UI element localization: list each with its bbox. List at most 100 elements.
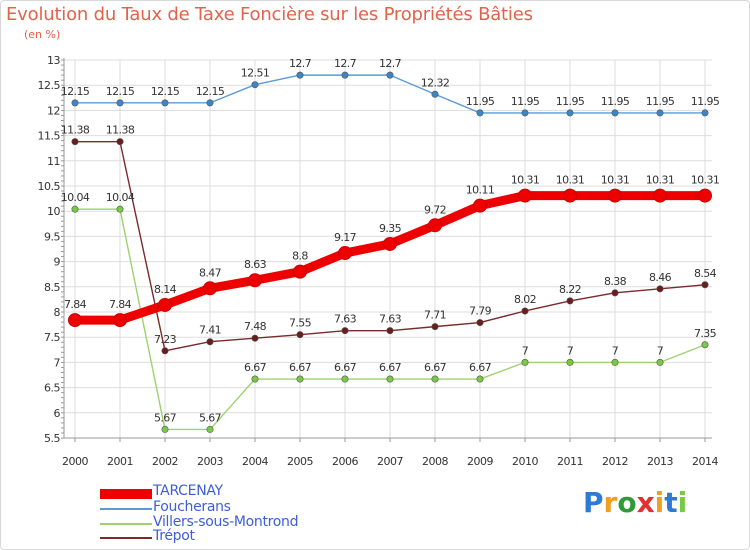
- data-label: 8.02: [514, 293, 536, 306]
- legend-label: Villers-sous-Montrond: [153, 514, 299, 530]
- data-point: [566, 358, 574, 366]
- data-point: [161, 425, 169, 433]
- data-label: 10.11: [466, 184, 495, 197]
- y-tick-label: 13: [47, 54, 60, 67]
- y-tick-label: 5.5: [44, 432, 60, 445]
- data-point: [611, 358, 619, 366]
- data-label: 7: [567, 344, 574, 357]
- x-tick-label: 2005: [287, 455, 313, 468]
- data-point: [161, 99, 169, 107]
- data-point: [611, 109, 619, 117]
- legend-swatch: [100, 537, 152, 539]
- data-label: 12.15: [196, 85, 225, 98]
- logo-letter: i: [654, 486, 665, 519]
- data-point: [341, 71, 349, 79]
- data-point: [116, 99, 124, 107]
- data-point: [656, 285, 664, 293]
- data-label: 10.31: [601, 174, 630, 187]
- legend-swatch: [100, 523, 152, 525]
- data-label: 8.22: [559, 283, 581, 296]
- x-tick-label: 2007: [377, 455, 403, 468]
- y-tick-label: 10: [47, 205, 60, 218]
- x-tick-label: 2000: [62, 455, 88, 468]
- data-label: 8.47: [199, 266, 222, 279]
- data-label: 12.7: [334, 57, 357, 70]
- y-tick-label: 8.5: [44, 281, 60, 294]
- x-tick-label: 2001: [107, 455, 133, 468]
- data-label: 8.46: [649, 271, 672, 284]
- data-point: [431, 90, 439, 98]
- data-label: 7.23: [154, 333, 177, 346]
- y-tick-label: 7: [54, 356, 61, 369]
- y-tick-label: 11: [47, 155, 60, 168]
- logo-letter: t: [664, 486, 678, 519]
- data-label: 7: [657, 344, 664, 357]
- y-tick-label: 6: [54, 407, 61, 420]
- data-label: 9.72: [424, 203, 446, 216]
- data-label: 12.7: [289, 57, 312, 70]
- data-label: 10.31: [646, 174, 675, 187]
- data-point: [341, 375, 349, 383]
- data-label: 7.55: [289, 317, 312, 330]
- data-point: [116, 205, 124, 213]
- data-point: [566, 297, 574, 305]
- data-point: [206, 338, 214, 346]
- data-label: 12.15: [106, 85, 135, 98]
- data-point: [653, 188, 667, 203]
- data-point: [521, 109, 529, 117]
- data-label: 7.84: [109, 298, 132, 311]
- data-label: 7.63: [379, 313, 402, 326]
- data-point: [248, 273, 262, 288]
- data-label: 8.14: [154, 283, 177, 296]
- y-tick-label: 12.5: [38, 79, 61, 92]
- data-point: [158, 297, 172, 312]
- data-label: 11.95: [466, 95, 495, 108]
- x-tick-label: 2013: [647, 455, 673, 468]
- data-point: [428, 218, 442, 233]
- data-label: 9.17: [334, 231, 357, 244]
- legend-swatch: [100, 489, 152, 499]
- legend-label: TARCENAY: [153, 483, 223, 499]
- data-point: [431, 375, 439, 383]
- data-label: 7.35: [694, 327, 717, 340]
- logo-letter: P: [583, 486, 604, 519]
- proxiti-logo: Proxiti: [583, 486, 687, 519]
- logo-letter: r: [603, 486, 618, 519]
- data-point: [296, 71, 304, 79]
- data-point: [611, 289, 619, 297]
- x-tick-label: 2008: [422, 455, 448, 468]
- x-tick-label: 2002: [152, 455, 178, 468]
- data-point: [476, 109, 484, 117]
- chart-title: Evolution du Taux de Taxe Foncière sur l…: [6, 4, 533, 25]
- data-point: [296, 375, 304, 383]
- data-label: 11.95: [556, 95, 585, 108]
- y-tick-label: 9: [54, 256, 61, 269]
- logo-letter: x: [636, 486, 655, 519]
- legend-swatch: [100, 508, 152, 510]
- data-point: [206, 425, 214, 433]
- data-point: [386, 327, 394, 335]
- data-point: [116, 138, 124, 146]
- data-label: 11.95: [511, 95, 540, 108]
- data-label: 7.71: [424, 309, 446, 322]
- data-label: 7: [522, 344, 529, 357]
- data-label: 7: [612, 344, 619, 357]
- data-label: 11.95: [691, 95, 720, 108]
- data-point: [71, 138, 79, 146]
- data-label: 10.31: [691, 174, 720, 187]
- data-label: 7.41: [199, 324, 221, 337]
- data-point: [656, 358, 664, 366]
- data-point: [521, 307, 529, 315]
- data-label: 9.35: [379, 222, 402, 235]
- data-label: 7.84: [64, 298, 87, 311]
- data-point: [701, 341, 709, 349]
- x-tick-label: 2004: [242, 455, 268, 468]
- x-tick-label: 2006: [332, 455, 358, 468]
- data-point: [608, 188, 622, 203]
- data-point: [341, 327, 349, 335]
- data-point: [386, 71, 394, 79]
- y-tick-label: 8: [54, 306, 61, 319]
- data-point: [293, 264, 307, 279]
- data-label: 6.67: [424, 361, 447, 374]
